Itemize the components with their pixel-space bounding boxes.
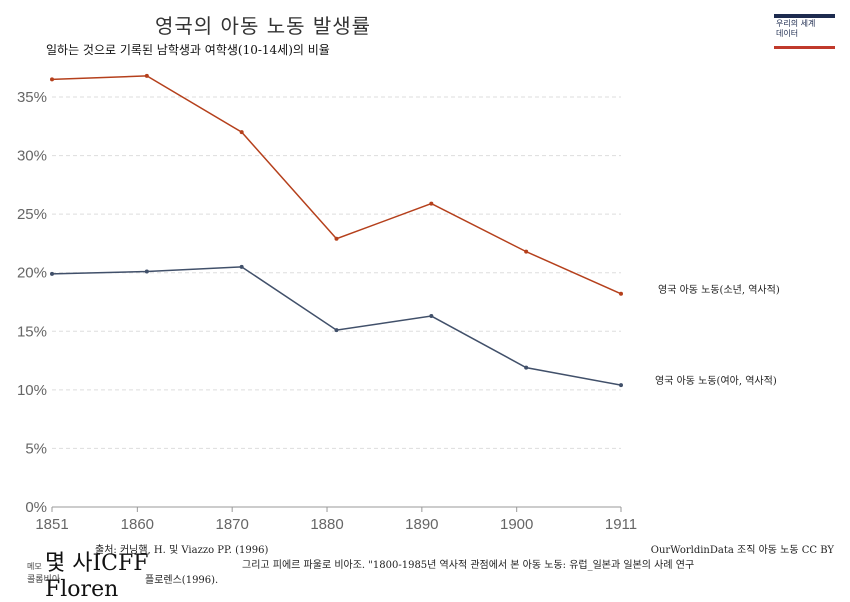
y-tick-label: 20% [17, 265, 47, 282]
data-point[interactable] [334, 236, 339, 241]
series-line-boys[interactable] [51, 75, 622, 295]
series-label-boys: 영국 아동 노동(소년, 역사적) [658, 284, 780, 296]
logo-line-2: 데이터 [776, 29, 799, 38]
data-point[interactable] [429, 201, 434, 206]
footer-small-label-2: 콜롬비아 [27, 575, 61, 585]
y-tick-label: 35% [17, 89, 47, 106]
x-tick-label: 1911 [605, 516, 637, 533]
x-tick-label: 1890 [405, 516, 438, 533]
x-tick-label: 1880 [310, 516, 343, 533]
citation-line-2: 플로렌스(1996). [145, 575, 219, 586]
citation-line-1: 그리고 피에르 파울로 비아조. "1800-1985년 역사적 관점에서 본 … [242, 560, 695, 571]
y-tick-label: 30% [17, 148, 47, 165]
chart-title: 영국의 아동 노동 발생률 [155, 14, 372, 38]
data-point[interactable] [524, 249, 529, 254]
data-point[interactable] [239, 264, 244, 269]
y-tick-label: 15% [17, 323, 47, 340]
data-point[interactable] [334, 328, 339, 333]
x-tick-label: 1900 [500, 516, 533, 533]
y-tick-label: 10% [17, 382, 47, 399]
data-point[interactable] [50, 77, 54, 82]
x-tick-label: 1870 [215, 516, 248, 533]
x-tick-label: 1860 [121, 516, 154, 533]
data-point[interactable] [50, 271, 54, 276]
chart-subtitle: 일하는 것으로 기록된 남학생과 여학생(10-14세)의 비율 [46, 43, 330, 57]
source-note: 출처: 커닝햄, H. 및 Viazzo PP. (1996) [95, 545, 269, 556]
data-point[interactable] [144, 73, 149, 78]
series-line-girls[interactable] [51, 266, 622, 386]
series-label-girls: 영국 아동 노동(여아, 역사적) [655, 375, 777, 387]
y-tick-label: 0% [25, 499, 47, 516]
y-tick-label: 5% [25, 440, 47, 457]
overlay-text-2: Floren [45, 577, 119, 602]
data-point[interactable] [429, 314, 434, 319]
y-tick-label: 25% [17, 206, 47, 223]
data-point[interactable] [239, 130, 244, 135]
x-tick-label: 1851 [35, 516, 68, 533]
y-axis-ticks: 0% 5% 10% 15% 20% 25% 30% 35% [17, 89, 47, 516]
license-note[interactable]: OurWorldinData 조직 아동 노동 CC BY [650, 545, 834, 556]
grid-lines [52, 96, 621, 508]
data-point[interactable] [524, 365, 529, 370]
logo-line-1: 우리의 세계 [776, 19, 816, 28]
series-lines: 영국 아동 노동(소년, 역사적) 영국 아동 노동(여아, 역사적) [50, 73, 780, 388]
data-point[interactable] [619, 291, 623, 296]
owid-logo[interactable]: 우리의 세계 데이터 [774, 14, 835, 49]
overlay-text-1: 몇 사ICFF [45, 551, 149, 576]
data-point[interactable] [144, 269, 149, 274]
x-axis-ticks: 1851 1860 1870 1880 1890 1900 1911 [35, 507, 637, 533]
data-point[interactable] [619, 383, 623, 388]
footer-small-label-1: 메모 [27, 562, 42, 571]
